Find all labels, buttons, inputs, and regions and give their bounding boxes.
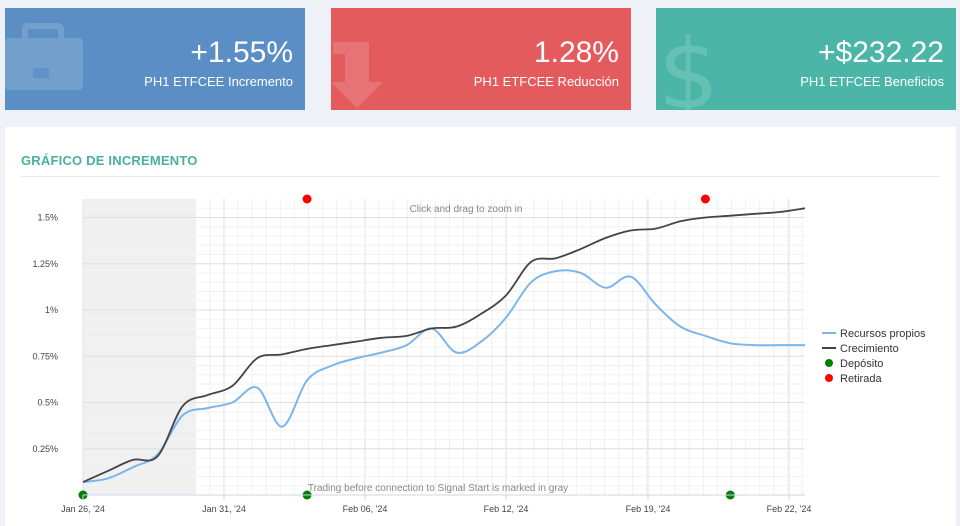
- decrease-label: PH1 ETFCEE Reducción: [473, 74, 619, 89]
- increment-card: +1.55% PH1 ETFCEE Incremento: [5, 8, 305, 110]
- y-tick-label: 0.75%: [32, 351, 58, 361]
- profit-label: PH1 ETFCEE Beneficios: [800, 74, 944, 89]
- legend-item-label[interactable]: Crecimiento: [840, 343, 899, 355]
- briefcase-icon: [5, 23, 83, 90]
- event-markers: [78, 194, 735, 500]
- legend-dot-swatch: [825, 374, 833, 382]
- profit-value: +$232.22: [818, 36, 944, 69]
- svg-text:$: $: [658, 19, 719, 110]
- y-tick-label: 1%: [45, 305, 58, 315]
- withdrawal-marker[interactable]: [302, 194, 312, 204]
- legend-item-label[interactable]: Retirada: [840, 373, 882, 385]
- panel-divider: [21, 176, 940, 177]
- x-tick-label: Feb 06, '24: [343, 504, 388, 514]
- dollar-icon: $: [658, 19, 719, 110]
- x-tick-label: Jan 31, '24: [202, 504, 246, 514]
- axes: 0.25% 0.5% 0.75% 1% 1.25% 1.5% Jan 26, '24 Jan …: [32, 213, 811, 515]
- y-tick-label: 1.5%: [37, 213, 58, 223]
- profit-card: $ +$232.22 PH1 ETFCEE Beneficios: [656, 8, 956, 110]
- legend: Recursos propios Crecimiento Depósito Retir…: [822, 328, 926, 385]
- y-tick-label: 0.25%: [32, 444, 58, 454]
- legend-item-label[interactable]: Depósito: [840, 358, 883, 370]
- series-line-crecimiento[interactable]: [82, 207, 806, 483]
- decrease-value: 1.28%: [533, 36, 619, 69]
- y-tick-label: 0.5%: [37, 398, 58, 408]
- panel-title: GRÁFICO DE INCREMENTO: [21, 153, 198, 168]
- increment-value: +1.55%: [190, 36, 293, 69]
- grid: [82, 199, 805, 496]
- x-tick-label: Jan 26, '24: [61, 504, 105, 514]
- x-tick-label: Feb 19, '24: [626, 504, 671, 514]
- x-tick-label: Feb 22, '24: [767, 504, 812, 514]
- increment-label: PH1 ETFCEE Incremento: [144, 74, 293, 89]
- withdrawal-marker[interactable]: [700, 194, 710, 204]
- legend-dot-swatch: [825, 359, 833, 367]
- zoom-note: Click and drag to zoom in: [410, 204, 523, 215]
- series-line-recursos-propios[interactable]: [82, 269, 805, 484]
- x-tick-label: Feb 12, '24: [484, 504, 529, 514]
- decrease-card: 1.28% PH1 ETFCEE Reducción: [331, 8, 631, 110]
- gray-region-note: Trading before connection to Signal Star…: [308, 483, 568, 494]
- y-tick-label: 1.25%: [32, 259, 58, 269]
- legend-item-label[interactable]: Recursos propios: [840, 328, 926, 340]
- arrow-down-icon: [331, 42, 383, 108]
- series-lines: [82, 207, 806, 484]
